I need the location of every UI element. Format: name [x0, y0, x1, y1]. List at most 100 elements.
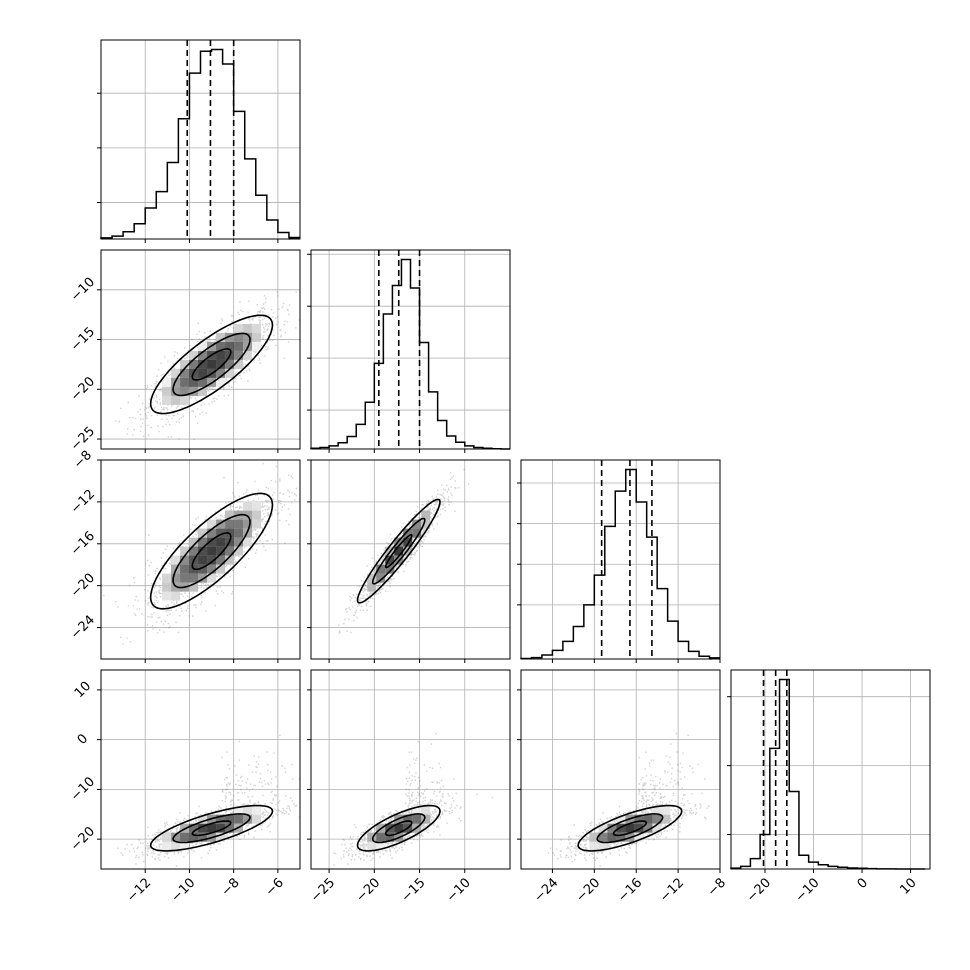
scatter-1-0-y-tick-label: −15	[68, 325, 98, 355]
scatter-1-0-density-cell	[180, 395, 190, 405]
scatter-3-2-density-cell	[625, 823, 635, 833]
scatter-2-0-density-cell	[198, 573, 208, 583]
scatter-2-1-density-cell	[385, 555, 395, 565]
scatter-2-0-density-cell	[225, 519, 235, 529]
scatter-3-1-x-tick-label: −25	[308, 875, 338, 905]
scatter-3-2-density-cell	[634, 832, 644, 842]
scatter-2-0-density-cell	[207, 546, 217, 556]
scatter-3-0-density-cell	[198, 814, 208, 824]
scatter-3-0-density-cell	[198, 832, 208, 842]
scatter-2-0-density-cell	[243, 519, 253, 529]
scatter-2-0-density-cell	[189, 573, 199, 583]
scatter-2-0-density-cell	[234, 519, 244, 529]
scatter-1-0-density-cell	[216, 350, 226, 360]
scatter-1-0-density-cell	[162, 377, 172, 387]
scatter-panel-3-1-content	[311, 670, 510, 869]
scatter-1-0-density-cell	[198, 386, 208, 396]
scatter-3-0-density-cell	[243, 814, 253, 824]
scatter-2-0-density-cell	[207, 564, 217, 574]
scatter-2-0-density-cell	[216, 555, 226, 565]
scatter-2-0-contour-0	[191, 532, 232, 571]
scatter-3-1-x-tick-label: −10	[444, 875, 474, 905]
scatter-3-0-density-cell	[189, 823, 199, 833]
scatter-2-0-density-cell	[234, 528, 244, 538]
scatter-3-1-density-cell	[421, 805, 431, 815]
scatter-3-2-density-cell	[607, 832, 617, 842]
scatter-2-0-density-cell	[252, 501, 262, 511]
histogram-3-x-tick-label: −10	[793, 875, 823, 905]
scatter-2-0-density-cell	[216, 546, 226, 556]
histogram-1-bars	[310, 258, 510, 450]
scatter-1-0-density-cell	[198, 377, 208, 387]
scatter-2-1-density-cell	[394, 546, 404, 556]
scatter-1-0-density-cell	[171, 386, 181, 396]
scatter-3-0-density-cell	[234, 814, 244, 824]
scatter-3-2-density-cell	[661, 805, 671, 815]
scatter-2-0-density-cell	[198, 546, 208, 556]
scatter-3-2-x-tick-label: −8	[705, 875, 729, 899]
histogram-2-frame	[520, 459, 721, 660]
scatter-2-1-density-cell	[412, 519, 422, 529]
scatter-3-1-frame	[310, 669, 511, 870]
scatter-3-2-contour-2	[577, 804, 683, 852]
scatter-1-0-density-cell	[243, 323, 253, 333]
scatter-3-2-density-cell	[661, 814, 671, 824]
scatter-3-1-density-cell	[394, 823, 404, 833]
scatter-panel-3-2: −24 −20 −16 −12 −8	[517, 669, 729, 905]
scatter-3-1-density-cell	[376, 841, 386, 851]
scatter-3-0-frame	[100, 669, 301, 870]
scatter-2-0-density-cell	[207, 573, 217, 583]
scatter-3-0-density-cell	[252, 805, 262, 815]
scatter-2-0-density-cell	[234, 546, 244, 556]
scatter-1-0-density-cell	[180, 377, 190, 387]
scatter-3-0-points	[117, 734, 300, 867]
scatter-3-0-contour-2	[149, 804, 274, 852]
scatter-2-1-density-cell	[376, 564, 386, 574]
histogram-3-frame	[730, 669, 931, 870]
scatter-1-0-density-cell	[216, 368, 226, 378]
scatter-3-2-density-cell	[652, 805, 662, 815]
scatter-2-1-density-cell	[403, 528, 413, 538]
scatter-3-0-y-tick-label: −20	[68, 824, 98, 854]
scatter-1-0-density-cell	[216, 359, 226, 369]
scatter-2-1-frame	[310, 459, 511, 660]
scatter-2-0-density-cell	[189, 537, 199, 547]
scatter-2-0-density-cell	[243, 510, 253, 520]
scatter-2-0-density-cell	[180, 555, 190, 565]
scatter-2-0-density-cell	[252, 519, 262, 529]
scatter-2-1-density-cell	[385, 564, 395, 574]
scatter-3-2-density-cell	[607, 823, 617, 833]
scatter-3-2-x-tick-label: −12	[657, 875, 687, 905]
scatter-2-0-density-cell	[171, 555, 181, 565]
scatter-1-0-frame	[100, 249, 301, 450]
histogram-2-bars	[520, 468, 721, 660]
scatter-3-0-density-cell	[225, 823, 235, 833]
scatter-panel-2-1-content	[311, 460, 510, 659]
scatter-2-0-density-cell	[198, 564, 208, 574]
scatter-3-0-density-cell	[216, 832, 226, 842]
scatter-3-0-x-tick-label: −6	[263, 875, 287, 899]
scatter-1-0-density-cell	[252, 323, 262, 333]
scatter-3-2-density-cell	[589, 832, 599, 842]
scatter-3-1-contour-1	[371, 813, 426, 844]
scatter-3-2-density-cell	[643, 814, 653, 824]
scatter-2-1-points	[338, 468, 470, 634]
scatter-2-1-contour-2	[356, 498, 441, 604]
scatter-1-0-density-cell	[252, 341, 262, 351]
scatter-1-0-density-cell	[225, 341, 235, 351]
scatter-1-0-density-cell	[171, 368, 181, 378]
histogram-3-bars	[730, 678, 926, 870]
scatter-2-1-density-cell	[376, 573, 386, 583]
scatter-3-1-x-tick-label: −15	[399, 875, 429, 905]
scatter-2-0-density-cell	[198, 528, 208, 538]
scatter-3-0-y-tick-label: −10	[68, 774, 98, 804]
scatter-1-0-density-cell	[171, 395, 181, 405]
scatter-2-0-points	[103, 462, 300, 645]
histogram-3-x-tick-label: 10	[897, 875, 919, 897]
scatter-1-0-contour-1	[172, 332, 251, 397]
histogram-3-x-tick-label: −20	[744, 875, 774, 905]
scatter-3-0-contour-0	[191, 820, 232, 837]
scatter-3-0-density-cell	[216, 814, 226, 824]
scatter-2-0-density-cell	[207, 537, 217, 547]
scatter-2-0-density-cell	[216, 564, 226, 574]
